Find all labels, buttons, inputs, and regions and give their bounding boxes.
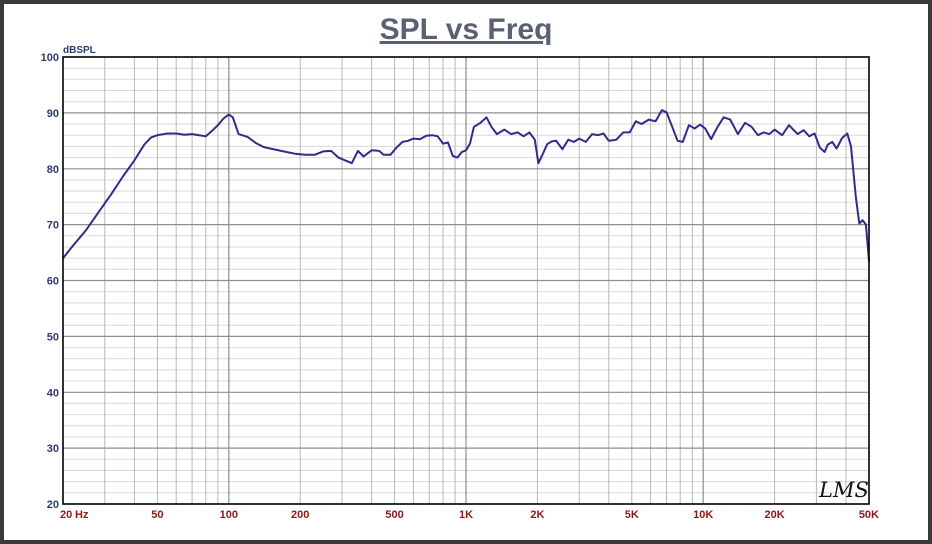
spl-curve (62, 109, 870, 262)
y-tick-label: 60 (47, 276, 59, 288)
x-tick-label: 10K (693, 509, 713, 521)
x-tick-label: 2K (530, 509, 544, 521)
x-tick-label: 200 (291, 509, 309, 521)
x-tick-labels: 20 50 100 200 500 1K 2K 5K 10K 20K 50K (60, 509, 879, 521)
y-tick-label: 100 (41, 52, 59, 64)
x-tick-label: 50 (151, 509, 163, 521)
chart-title: SPL vs Freq (380, 13, 553, 46)
y-tick-label: 50 (47, 331, 59, 343)
x-tick-label: 100 (220, 509, 238, 521)
y-tick-label: 20 (47, 499, 59, 511)
x-tick-label: 1K (459, 509, 473, 521)
x-axis-unit: Hz (75, 509, 89, 521)
y-tick-label: 70 (47, 220, 59, 232)
y-tick-label: 30 (47, 443, 59, 455)
x-tick-label: 5K (625, 509, 639, 521)
y-tick-label: 90 (47, 108, 59, 120)
spl-chart: 20 30 40 50 60 70 80 90 100 20 50 100 200 500 1K 2K 5K 1… (41, 13, 879, 521)
x-tick-label: 500 (385, 509, 403, 521)
x-tick-label: 20 (60, 509, 72, 521)
curve-layer (62, 109, 870, 262)
y-tick-label: 40 (47, 387, 59, 399)
lms-logo: LMS (818, 478, 869, 502)
x-tick-label: 20K (765, 509, 785, 521)
grid (63, 57, 869, 504)
chart-frame: 20 30 40 50 60 70 80 90 100 20 50 100 200 500 1K 2K 5K 1… (4, 4, 928, 540)
plot-border (62, 56, 870, 505)
y-tick-labels: 20 30 40 50 60 70 80 90 100 (41, 52, 59, 511)
y-axis-unit: dBSPL (63, 45, 96, 56)
y-tick-label: 80 (47, 164, 59, 176)
x-tick-label: 50K (859, 509, 879, 521)
